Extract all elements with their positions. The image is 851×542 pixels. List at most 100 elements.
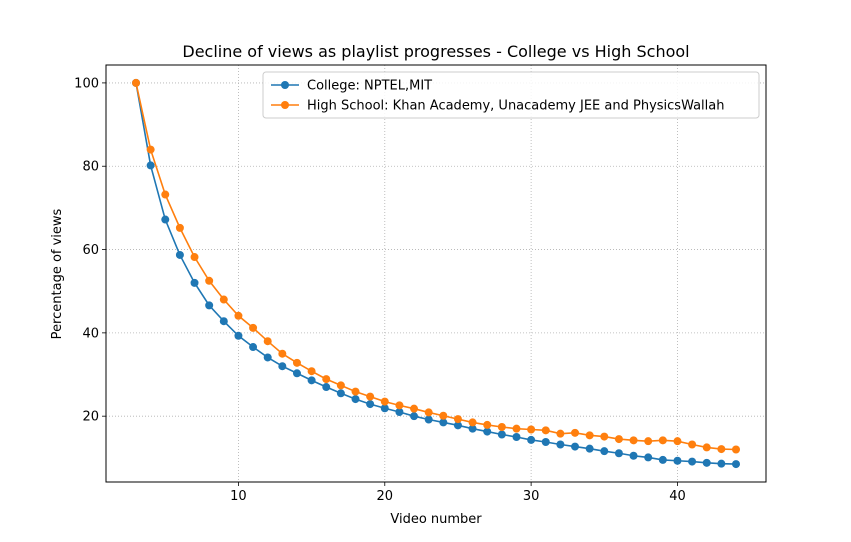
series-2 bbox=[132, 78, 740, 454]
data-point bbox=[278, 349, 287, 358]
axes: 10 20 30 40 20 40 60 80 100 bbox=[74, 76, 686, 504]
data-point bbox=[439, 418, 448, 427]
plot-frame bbox=[105, 64, 767, 483]
legend-marker bbox=[281, 101, 289, 109]
data-point bbox=[410, 412, 419, 421]
data-point bbox=[571, 428, 580, 437]
y-tick-label: 100 bbox=[74, 76, 99, 91]
data-point bbox=[366, 400, 375, 409]
data-point bbox=[322, 383, 331, 392]
data-point bbox=[512, 424, 521, 433]
data-point bbox=[424, 408, 433, 417]
data-point bbox=[658, 436, 667, 445]
legend-marker bbox=[281, 81, 289, 89]
data-point bbox=[483, 427, 492, 436]
data-point bbox=[175, 223, 184, 232]
data-point bbox=[688, 440, 697, 449]
x-tick-label: 20 bbox=[377, 489, 394, 504]
series-1 bbox=[132, 78, 740, 469]
data-point bbox=[673, 437, 682, 446]
data-point bbox=[556, 440, 565, 449]
data-point bbox=[644, 437, 653, 446]
data-point bbox=[658, 455, 667, 464]
data-point bbox=[673, 456, 682, 465]
data-point bbox=[351, 387, 360, 396]
data-point bbox=[234, 331, 243, 340]
data-point bbox=[468, 424, 477, 433]
data-point bbox=[292, 369, 301, 378]
data-point bbox=[585, 431, 594, 440]
data-point bbox=[556, 429, 565, 438]
data-point bbox=[453, 415, 462, 424]
data-point bbox=[380, 404, 389, 413]
data-point bbox=[688, 457, 697, 466]
data-point bbox=[234, 311, 243, 320]
data-point bbox=[512, 433, 521, 442]
data-point bbox=[190, 253, 199, 262]
data-point bbox=[249, 343, 258, 352]
data-point bbox=[702, 443, 711, 452]
data-point bbox=[395, 408, 404, 417]
data-point bbox=[380, 397, 389, 406]
data-point bbox=[219, 295, 228, 304]
data-point bbox=[600, 447, 609, 456]
data-point bbox=[629, 436, 638, 445]
data-point bbox=[263, 337, 272, 346]
data-point bbox=[527, 435, 536, 444]
data-point bbox=[219, 317, 228, 326]
data-point bbox=[322, 375, 331, 384]
data-point bbox=[205, 301, 214, 310]
data-point bbox=[732, 445, 740, 454]
data-point bbox=[249, 323, 258, 332]
data-point bbox=[541, 426, 550, 435]
data-point bbox=[307, 367, 316, 376]
data-point bbox=[629, 451, 638, 460]
data-point bbox=[585, 444, 594, 453]
legend: College: NPTEL,MIT High School: Khan Acad… bbox=[262, 71, 760, 119]
chart-title: Decline of views as playlist progresses … bbox=[182, 42, 689, 61]
data-point bbox=[336, 389, 345, 398]
data-point bbox=[205, 276, 214, 285]
data-point bbox=[278, 362, 287, 371]
data-point bbox=[497, 423, 506, 432]
data-point bbox=[161, 215, 170, 224]
series-layer bbox=[132, 78, 740, 469]
data-point bbox=[483, 420, 492, 429]
data-point bbox=[600, 432, 609, 441]
data-point bbox=[336, 381, 345, 390]
data-point bbox=[571, 442, 580, 451]
data-point bbox=[717, 459, 726, 468]
y-tick-label: 40 bbox=[82, 326, 99, 341]
y-tick-label: 20 bbox=[82, 410, 99, 425]
data-point bbox=[263, 353, 272, 362]
legend-frame bbox=[262, 71, 760, 119]
data-point bbox=[732, 460, 740, 469]
data-point bbox=[292, 358, 301, 367]
data-point bbox=[190, 278, 199, 287]
data-point bbox=[614, 449, 623, 458]
data-point bbox=[717, 445, 726, 454]
y-tick-label: 80 bbox=[82, 160, 99, 175]
data-point bbox=[146, 161, 155, 170]
data-point bbox=[527, 425, 536, 434]
y-tick-label: 60 bbox=[82, 243, 99, 258]
data-point bbox=[146, 145, 155, 154]
x-tick-label: 10 bbox=[230, 489, 247, 504]
data-point bbox=[424, 415, 433, 424]
legend-entry: High School: Khan Academy, Unacademy JEE… bbox=[307, 99, 725, 114]
data-point bbox=[161, 190, 170, 199]
data-point bbox=[644, 453, 653, 462]
data-point bbox=[614, 435, 623, 444]
data-point bbox=[307, 376, 316, 385]
data-point bbox=[702, 458, 711, 467]
x-tick-label: 30 bbox=[523, 489, 540, 504]
data-point bbox=[439, 411, 448, 420]
data-point bbox=[366, 392, 375, 401]
data-point bbox=[410, 404, 419, 413]
data-point bbox=[453, 421, 462, 430]
data-point bbox=[175, 250, 184, 259]
y-axis-label: Percentage of views bbox=[50, 208, 65, 339]
data-point bbox=[497, 430, 506, 439]
data-point bbox=[395, 401, 404, 410]
